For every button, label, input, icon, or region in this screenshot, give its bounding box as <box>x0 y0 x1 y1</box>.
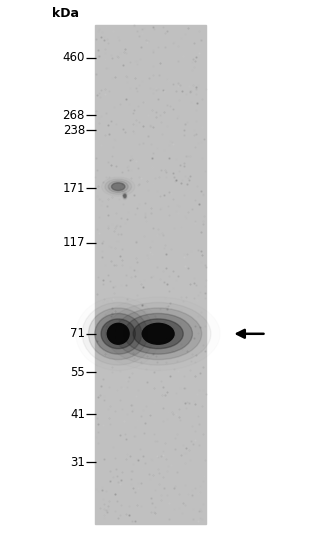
Text: 460: 460 <box>63 51 85 64</box>
Ellipse shape <box>123 193 127 199</box>
Ellipse shape <box>105 179 132 194</box>
Text: kDa: kDa <box>52 7 79 20</box>
Text: 41: 41 <box>70 408 85 421</box>
Ellipse shape <box>124 313 192 354</box>
Text: 71: 71 <box>70 327 85 340</box>
Ellipse shape <box>123 194 127 198</box>
Text: 55: 55 <box>70 366 85 379</box>
Ellipse shape <box>95 313 142 354</box>
Text: 268: 268 <box>63 109 85 122</box>
Ellipse shape <box>112 183 125 191</box>
Ellipse shape <box>124 194 126 198</box>
Ellipse shape <box>115 308 202 360</box>
Bar <box>95 25 206 524</box>
Ellipse shape <box>89 308 148 360</box>
Text: 31: 31 <box>70 456 85 469</box>
Ellipse shape <box>108 181 128 192</box>
Ellipse shape <box>107 324 129 343</box>
Text: 238: 238 <box>63 124 85 137</box>
Text: 117: 117 <box>62 236 85 249</box>
Ellipse shape <box>133 319 183 349</box>
Ellipse shape <box>101 319 135 349</box>
Text: 171: 171 <box>62 182 85 195</box>
Ellipse shape <box>142 323 174 344</box>
Ellipse shape <box>107 323 129 344</box>
Ellipse shape <box>112 183 125 191</box>
Ellipse shape <box>124 194 126 198</box>
Ellipse shape <box>142 324 174 343</box>
